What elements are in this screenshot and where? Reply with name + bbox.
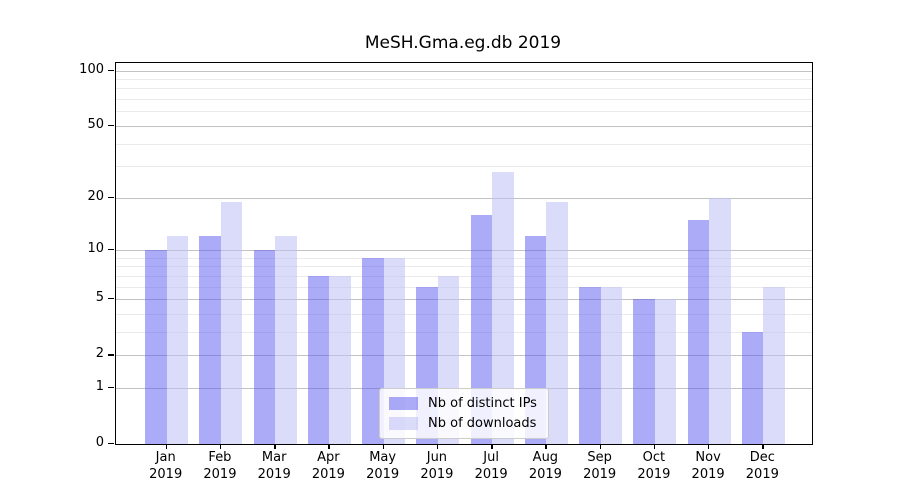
x-tick-may (382, 444, 385, 450)
x-tick-label-jun: Jun 2019 (420, 450, 454, 482)
y-tick-label-2: 2 (95, 346, 104, 362)
x-tick-label-may: May 2019 (366, 450, 400, 482)
x-tick-jan (165, 444, 168, 450)
x-tick-apr (328, 444, 330, 450)
minor-gridline-80 (116, 88, 812, 90)
minor-gridline-60 (116, 111, 812, 113)
legend-label-distinct-ips: Nb of distinct IPs (428, 396, 537, 411)
minor-gridline-3 (116, 331, 812, 333)
minor-gridline-4 (116, 313, 812, 315)
bar-downloads-feb (220, 201, 243, 444)
legend-label-downloads: Nb of downloads (428, 416, 537, 431)
x-tick-nov (708, 444, 710, 450)
bar-ips-nov (687, 219, 710, 444)
bar-ips-feb (199, 236, 221, 444)
bar-ips-sep (579, 286, 601, 444)
x-tick-mar (274, 444, 276, 450)
y-tick-10 (108, 249, 114, 251)
legend-item-distinct-ips: Nb of distinct IPs (389, 395, 537, 412)
x-tick-dec (762, 444, 764, 450)
bar-downloads-apr (329, 275, 351, 444)
x-tick-label-sep: Sep 2019 (583, 450, 617, 482)
y-tick-label-100: 100 (79, 61, 104, 77)
legend-item-downloads: Nb of downloads (389, 415, 537, 432)
x-tick-label-oct: Oct 2019 (637, 450, 671, 482)
bar-downloads-oct (654, 299, 677, 444)
x-tick-label-nov: Nov 2019 (691, 450, 725, 482)
minor-gridline-8 (116, 266, 812, 268)
x-tick-feb (219, 444, 222, 450)
minor-gridline-40 (116, 143, 812, 145)
x-tick-label-jul: Jul 2019 (474, 450, 508, 482)
y-tick-5 (108, 298, 114, 300)
x-tick-oct (653, 444, 656, 450)
x-tick-jun (436, 444, 439, 450)
x-tick-label-feb: Feb 2019 (203, 450, 237, 482)
legend-swatch-downloads (389, 417, 418, 430)
y-tick-label-1: 1 (95, 378, 104, 394)
minor-gridline-9 (116, 257, 812, 259)
x-tick-jul (491, 444, 493, 450)
x-tick-aug (545, 444, 547, 450)
y-tick-label-0: 0 (95, 435, 104, 450)
y-tick-20 (108, 196, 114, 199)
x-tick-label-apr: Apr 2019 (311, 450, 345, 482)
bar-downloads-aug (546, 201, 568, 444)
bar-ips-may (362, 257, 384, 444)
chart-title: MeSH.Gma.eg.db 2019 (364, 33, 562, 53)
major-gridline-50 (116, 125, 812, 127)
minor-gridline-90 (116, 79, 812, 81)
bar-downloads-dec (763, 286, 785, 444)
y-tick-2 (108, 354, 114, 356)
bar-downloads-nov (709, 197, 731, 444)
major-gridline-5 (116, 299, 812, 301)
bar-ips-oct (633, 299, 655, 444)
x-tick-label-dec: Dec 2019 (745, 450, 779, 482)
bar-downloads-mar (275, 236, 297, 444)
legend-swatch-distinct-ips (389, 397, 418, 410)
minor-gridline-70 (116, 99, 812, 101)
x-tick-sep (599, 444, 601, 450)
major-gridline-10 (116, 250, 812, 251)
y-tick-100 (108, 69, 114, 72)
major-gridline-20 (116, 197, 812, 199)
bar-ips-dec (741, 331, 764, 444)
y-tick-0 (108, 443, 114, 445)
y-tick-label-10: 10 (87, 241, 104, 256)
y-tick-50 (108, 124, 114, 127)
bar-ips-jan (145, 250, 167, 444)
bar-downloads-sep (600, 286, 623, 444)
bar-downloads-jan (166, 236, 189, 444)
major-gridline-2 (116, 355, 812, 357)
y-tick-1 (108, 386, 114, 389)
legend: Nb of distinct IPs Nb of downloads (379, 388, 549, 439)
bar-ips-jul (470, 214, 493, 444)
minor-gridline-6 (116, 286, 812, 288)
y-tick-label-20: 20 (87, 188, 104, 204)
major-gridline-100 (116, 70, 812, 72)
x-tick-label-jan: Jan 2019 (149, 450, 183, 482)
y-tick-label-50: 50 (87, 116, 104, 132)
minor-gridline-30 (116, 166, 812, 168)
plot-area (115, 62, 813, 445)
bar-downloads-jul (492, 171, 514, 444)
x-tick-label-aug: Aug 2019 (528, 450, 562, 482)
bar-ips-mar (253, 250, 276, 444)
y-tick-label-5: 5 (95, 290, 104, 306)
bar-ips-apr (307, 275, 330, 444)
minor-gridline-7 (116, 275, 812, 277)
x-tick-label-mar: Mar 2019 (257, 450, 291, 482)
